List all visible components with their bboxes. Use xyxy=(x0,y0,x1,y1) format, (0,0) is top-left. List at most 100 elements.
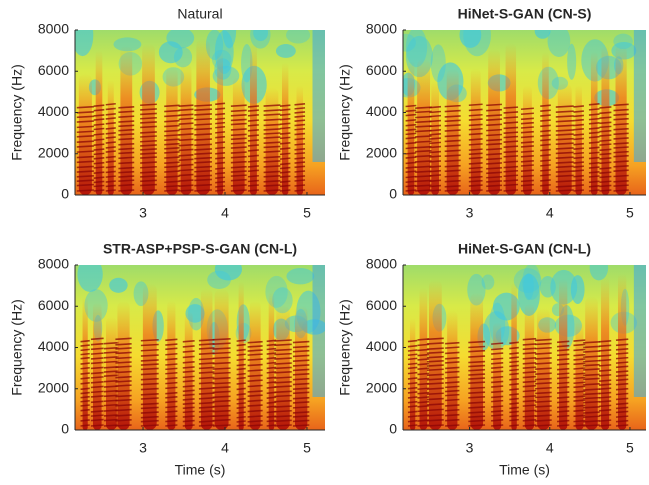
spectrogram-texture xyxy=(178,153,194,157)
y-axis-label: Frequency (Hz) xyxy=(337,64,353,160)
spectrogram-texture xyxy=(468,386,486,390)
spectrogram-texture xyxy=(294,127,306,131)
x-axis-label: Time (s) xyxy=(175,462,226,478)
spectrogram-texture xyxy=(445,424,460,427)
spectrogram-texture xyxy=(601,277,610,430)
spectrogram-texture xyxy=(76,179,94,182)
spectrogram-texture xyxy=(215,167,226,170)
spectrogram-texture xyxy=(429,145,442,149)
spectrogram-texture xyxy=(266,396,277,399)
spectrogram-texture xyxy=(598,379,612,382)
spectrogram-texture xyxy=(430,44,446,83)
panel-title: Natural xyxy=(177,6,222,22)
spectrogram-texture xyxy=(198,381,215,385)
spectrogram-texture xyxy=(555,137,574,141)
spectrogram-texture xyxy=(194,178,212,182)
spectrogram-texture xyxy=(80,377,90,380)
spectrogram-texture xyxy=(405,170,417,173)
spectrogram-texture xyxy=(212,404,231,408)
spectrogram-texture xyxy=(598,400,612,403)
spectrogram-texture xyxy=(294,103,306,106)
spectrogram-texture xyxy=(444,139,461,143)
spectrogram-texture xyxy=(115,398,132,402)
spectrogram-texture xyxy=(215,152,226,155)
spectrogram-texture xyxy=(230,146,247,149)
spectrogram-texture xyxy=(598,404,612,408)
spectrogram-texture xyxy=(236,358,246,362)
spectrogram-texture xyxy=(230,160,247,164)
spectrogram-texture xyxy=(164,161,180,164)
spectrogram-texture xyxy=(292,364,310,367)
spectrogram-texture xyxy=(426,347,444,350)
spectrogram-texture xyxy=(115,389,132,393)
spectrogram-texture xyxy=(140,175,157,178)
spectrogram-texture xyxy=(140,156,157,159)
spectrogram-texture xyxy=(80,399,90,403)
spectrogram-texture xyxy=(583,363,600,367)
spectrogram-texture xyxy=(405,175,417,179)
spectrogram-texture xyxy=(520,183,534,187)
spectrogram-texture xyxy=(573,390,586,394)
spectrogram-texture xyxy=(486,166,502,170)
spectrogram-texture xyxy=(118,115,135,118)
spectrogram-texture xyxy=(140,189,157,192)
spectrogram-texture xyxy=(140,144,157,147)
spectrogram-texture xyxy=(80,372,90,375)
spectrogram-texture xyxy=(212,361,231,365)
spectrogram-texture xyxy=(429,137,442,140)
spectrogram-texture xyxy=(198,401,215,405)
spectrogram-texture xyxy=(415,154,433,158)
spectrogram-texture xyxy=(279,117,291,121)
spectrogram-texture xyxy=(294,189,306,192)
spectrogram-texture xyxy=(599,148,612,152)
spectrogram-texture xyxy=(247,179,259,183)
spectrogram-texture xyxy=(292,415,310,418)
spectrogram-texture xyxy=(214,288,229,430)
spectrogram-texture xyxy=(405,161,417,165)
spectrogram-texture xyxy=(573,343,586,347)
spectrogram-texture xyxy=(93,108,105,112)
spectrogram-texture xyxy=(613,189,629,192)
spectrogram-texture xyxy=(80,352,90,356)
spectrogram-texture xyxy=(405,152,417,155)
spectrogram-texture xyxy=(520,121,534,125)
spectrogram-texture xyxy=(80,391,90,395)
spectrogram-texture xyxy=(583,377,600,381)
spectrogram-texture xyxy=(105,127,116,130)
spectrogram-texture xyxy=(598,424,612,427)
spectrogram-texture xyxy=(468,143,483,146)
spectrogram-texture xyxy=(598,364,612,367)
spectrogram-texture xyxy=(140,152,157,155)
x-tick-label: 3 xyxy=(466,205,474,221)
spectrogram-texture xyxy=(444,134,461,138)
spectrogram-texture xyxy=(491,418,504,422)
spectrogram-texture xyxy=(573,133,584,136)
spectrogram-texture xyxy=(178,179,194,182)
spectrogram-texture xyxy=(164,129,180,133)
spectrogram-texture xyxy=(555,170,574,173)
spectrogram-texture xyxy=(294,132,306,136)
spectrogram-texture xyxy=(445,361,460,364)
spectrogram-texture xyxy=(212,342,231,345)
spectrogram-texture xyxy=(90,347,104,351)
spectrogram-texture xyxy=(76,120,94,123)
spectrogram-texture xyxy=(468,340,486,344)
spectrogram-texture xyxy=(522,362,537,365)
spectrogram-texture xyxy=(236,339,246,342)
spectrogram-texture xyxy=(294,161,306,164)
spectrogram-texture xyxy=(80,356,90,360)
spectrogram-texture xyxy=(447,310,458,430)
y-tick-label: 4000 xyxy=(38,338,69,354)
spectrogram-texture xyxy=(535,419,552,422)
spectrogram-texture xyxy=(105,160,116,163)
spectrogram-texture xyxy=(292,419,310,423)
spectrogram-texture xyxy=(540,148,551,152)
spectrogram-texture xyxy=(503,111,519,114)
spectrogram-texture xyxy=(165,343,178,346)
spectrogram-texture xyxy=(556,372,570,376)
spectrogram-texture xyxy=(165,396,178,399)
spectrogram-texture xyxy=(535,357,552,360)
spectrogram-texture xyxy=(182,340,195,343)
spectrogram-texture xyxy=(405,128,417,132)
spectrogram-texture xyxy=(118,133,135,136)
